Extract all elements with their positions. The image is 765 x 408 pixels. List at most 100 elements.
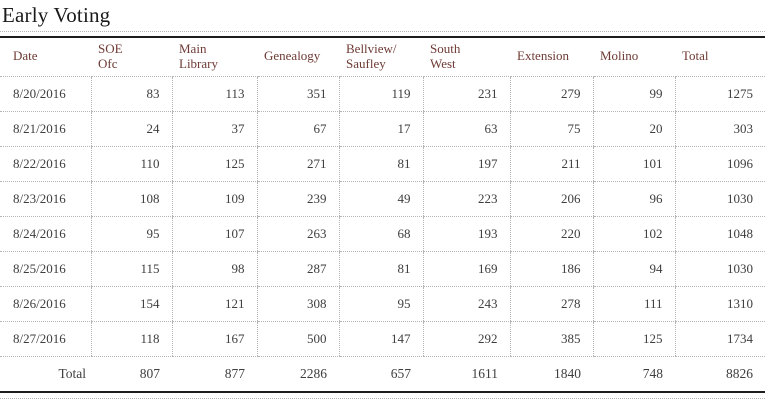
value-cell: 287 [256, 251, 339, 287]
value-cell: 193 [422, 216, 510, 252]
total-value: 8826 [726, 365, 753, 381]
value-cell: 1048 [674, 216, 765, 252]
value-cell: 231 [422, 76, 510, 112]
value-cell: 167 [171, 321, 257, 357]
top-solid-rule [0, 36, 765, 38]
value-cell: 49 [338, 181, 423, 217]
value-cell: 220 [509, 216, 593, 252]
total-value: 807 [139, 365, 160, 381]
table-row: 8/27/2016 118 167 500 147 292 385 125 17… [0, 321, 765, 357]
value-cell: 1096 [674, 146, 765, 182]
value-cell: 37 [171, 111, 257, 147]
value-cell: 94 [592, 251, 675, 287]
value-cell: 211 [509, 146, 593, 182]
date-cell: 8/21/2016 [0, 111, 91, 147]
column-header-soe-ofc: SOE Ofc [91, 38, 172, 77]
value-cell: 67 [256, 111, 339, 147]
date-cell: 8/24/2016 [0, 216, 91, 252]
total-label: Total [58, 365, 86, 381]
value-cell: 125 [171, 146, 257, 182]
table-header: Date SOE Ofc Main Library Genealogy Bell… [0, 38, 765, 77]
table-row: 8/21/2016 24 37 67 17 63 75 20 303 [0, 111, 765, 147]
column-header-total: Total [675, 38, 765, 77]
table-body: 8/20/2016 83 113 351 119 231 279 99 1275… [0, 76, 765, 357]
value-cell: 223 [422, 181, 510, 217]
value-cell: 147 [338, 321, 423, 357]
date-cell: 8/22/2016 [0, 146, 91, 182]
date-cell: 8/26/2016 [0, 286, 91, 322]
value-cell: 98 [171, 251, 257, 287]
header-row: Date SOE Ofc Main Library Genealogy Bell… [0, 38, 765, 77]
value-cell: 95 [338, 286, 423, 322]
bottom-dotted-rule [0, 398, 765, 399]
value-cell: 68 [338, 216, 423, 252]
date-cell: 8/25/2016 [0, 251, 91, 287]
page-title: Early Voting [2, 3, 111, 27]
value-cell: 500 [256, 321, 339, 357]
value-cell: 99 [592, 76, 675, 112]
table-row: 8/26/2016 154 121 308 95 243 278 111 131… [0, 286, 765, 322]
value-cell: 113 [171, 76, 257, 112]
value-cell: 81 [338, 146, 423, 182]
total-value: 2286 [300, 365, 327, 381]
value-cell: 109 [171, 181, 257, 217]
top-dotted-rule [0, 31, 765, 32]
value-cell: 351 [256, 76, 339, 112]
column-header-main-library: Main Library [172, 38, 257, 77]
value-cell: 20 [592, 111, 675, 147]
column-header-bellview-saufley: Bellview/ Saufley [339, 38, 423, 77]
value-cell: 206 [509, 181, 593, 217]
value-cell: 1030 [674, 251, 765, 287]
value-cell: 83 [90, 76, 172, 112]
value-cell: 186 [509, 251, 593, 287]
column-header-molino: Molino [593, 38, 675, 77]
value-cell: 197 [422, 146, 510, 182]
column-header-date: Date [0, 38, 91, 77]
value-cell: 75 [509, 111, 593, 147]
value-cell: 118 [90, 321, 172, 357]
value-cell: 121 [171, 286, 257, 322]
value-cell: 115 [90, 251, 172, 287]
value-cell: 107 [171, 216, 257, 252]
value-cell: 1030 [674, 181, 765, 217]
value-cell: 1275 [674, 76, 765, 112]
value-cell: 119 [338, 76, 423, 112]
value-cell: 263 [256, 216, 339, 252]
value-cell: 108 [90, 181, 172, 217]
value-cell: 81 [338, 251, 423, 287]
total-value: 657 [390, 365, 411, 381]
value-cell: 239 [256, 181, 339, 217]
value-cell: 96 [592, 181, 675, 217]
value-cell: 279 [509, 76, 593, 112]
column-header-south-west: South West [423, 38, 510, 77]
value-cell: 125 [592, 321, 675, 357]
value-cell: 154 [90, 286, 172, 322]
value-cell: 385 [509, 321, 593, 357]
value-cell: 169 [422, 251, 510, 287]
total-value: 748 [642, 365, 663, 381]
value-cell: 243 [422, 286, 510, 322]
total-row: Total 807 877 2286 657 1611 1840 748 882… [0, 356, 765, 391]
date-cell: 8/20/2016 [0, 76, 91, 112]
total-value: 1840 [554, 365, 581, 381]
value-cell: 110 [90, 146, 172, 182]
value-cell: 1310 [674, 286, 765, 322]
date-cell: 8/23/2016 [0, 181, 91, 217]
value-cell: 1734 [674, 321, 765, 357]
value-cell: 101 [592, 146, 675, 182]
value-cell: 278 [509, 286, 593, 322]
value-cell: 292 [422, 321, 510, 357]
value-cell: 271 [256, 146, 339, 182]
column-header-extension: Extension [510, 38, 593, 77]
table-footer: Total 807 877 2286 657 1611 1840 748 882… [0, 356, 765, 391]
total-value: 1611 [471, 365, 499, 381]
value-cell: 308 [256, 286, 339, 322]
value-cell: 24 [90, 111, 172, 147]
bottom-solid-rule [0, 391, 765, 393]
value-cell: 102 [592, 216, 675, 252]
table-row: 8/22/2016 110 125 271 81 197 211 101 109… [0, 146, 765, 182]
table-row: 8/20/2016 83 113 351 119 231 279 99 1275 [0, 76, 765, 112]
value-cell: 17 [338, 111, 423, 147]
early-voting-table: Date SOE Ofc Main Library Genealogy Bell… [0, 38, 765, 391]
